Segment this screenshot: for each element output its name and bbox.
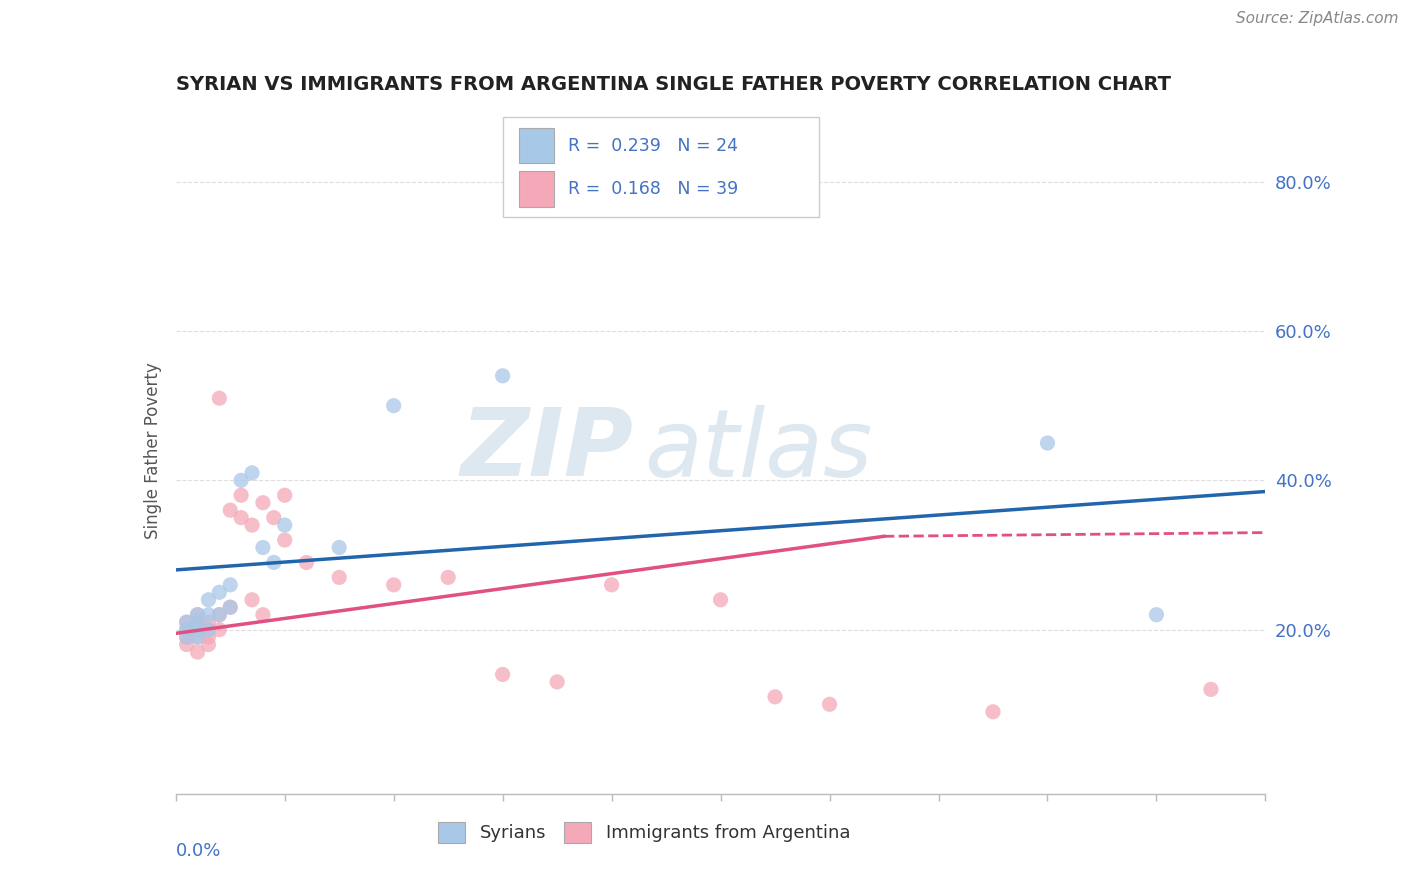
Point xyxy=(197,623,219,637)
Point xyxy=(197,638,219,652)
Point xyxy=(274,518,297,533)
FancyBboxPatch shape xyxy=(519,171,554,207)
Point xyxy=(208,607,231,622)
Point xyxy=(240,466,263,480)
Point xyxy=(208,607,231,622)
Point xyxy=(274,488,297,502)
Point xyxy=(186,630,209,644)
Text: SYRIAN VS IMMIGRANTS FROM ARGENTINA SINGLE FATHER POVERTY CORRELATION CHART: SYRIAN VS IMMIGRANTS FROM ARGENTINA SING… xyxy=(176,75,1171,95)
Point xyxy=(208,623,231,637)
Text: R =  0.239   N = 24: R = 0.239 N = 24 xyxy=(568,136,738,154)
Point xyxy=(274,533,297,547)
Point xyxy=(231,510,253,524)
Point xyxy=(219,600,242,615)
Point xyxy=(176,623,198,637)
Point xyxy=(437,570,460,584)
Point xyxy=(186,645,209,659)
Point xyxy=(252,541,274,555)
Point xyxy=(208,585,231,599)
Point xyxy=(1144,607,1167,622)
Point xyxy=(492,667,515,681)
FancyBboxPatch shape xyxy=(519,128,554,163)
Point xyxy=(252,496,274,510)
Text: 0.0%: 0.0% xyxy=(176,842,221,860)
Point xyxy=(382,399,405,413)
Point xyxy=(240,518,263,533)
Point xyxy=(328,541,350,555)
Point xyxy=(600,578,623,592)
Point xyxy=(197,592,219,607)
Point xyxy=(186,607,209,622)
Point xyxy=(197,623,219,637)
Point xyxy=(197,615,219,630)
Point xyxy=(382,578,405,592)
Text: R =  0.168   N = 39: R = 0.168 N = 39 xyxy=(568,180,738,198)
Point xyxy=(197,630,219,644)
Point xyxy=(219,503,242,517)
Point xyxy=(186,630,209,644)
Point xyxy=(252,607,274,622)
Point xyxy=(186,623,209,637)
Point xyxy=(186,615,209,630)
Point xyxy=(1036,436,1059,450)
Point xyxy=(176,615,198,630)
Point xyxy=(176,630,198,644)
Point xyxy=(176,615,198,630)
Point xyxy=(208,391,231,405)
Point xyxy=(231,473,253,487)
Text: Source: ZipAtlas.com: Source: ZipAtlas.com xyxy=(1236,11,1399,26)
Point xyxy=(240,592,263,607)
Point xyxy=(263,510,285,524)
Point xyxy=(219,600,242,615)
FancyBboxPatch shape xyxy=(503,118,818,217)
Text: atlas: atlas xyxy=(644,405,873,496)
Point xyxy=(186,623,209,637)
Point xyxy=(197,607,219,622)
Point xyxy=(295,556,318,570)
Point xyxy=(176,638,198,652)
Y-axis label: Single Father Poverty: Single Father Poverty xyxy=(143,362,162,539)
Point xyxy=(231,488,253,502)
Point xyxy=(176,623,198,637)
Point xyxy=(186,607,209,622)
Legend: Syrians, Immigrants from Argentina: Syrians, Immigrants from Argentina xyxy=(432,814,858,850)
Point xyxy=(219,578,242,592)
Point xyxy=(1199,682,1222,697)
Point xyxy=(492,368,515,383)
Point xyxy=(328,570,350,584)
Point xyxy=(818,698,841,712)
Point xyxy=(763,690,786,704)
Text: ZIP: ZIP xyxy=(461,404,633,497)
Point xyxy=(710,592,733,607)
Point xyxy=(263,556,285,570)
Point xyxy=(546,674,568,689)
Point xyxy=(186,615,209,630)
Point xyxy=(176,630,198,644)
Point xyxy=(981,705,1004,719)
